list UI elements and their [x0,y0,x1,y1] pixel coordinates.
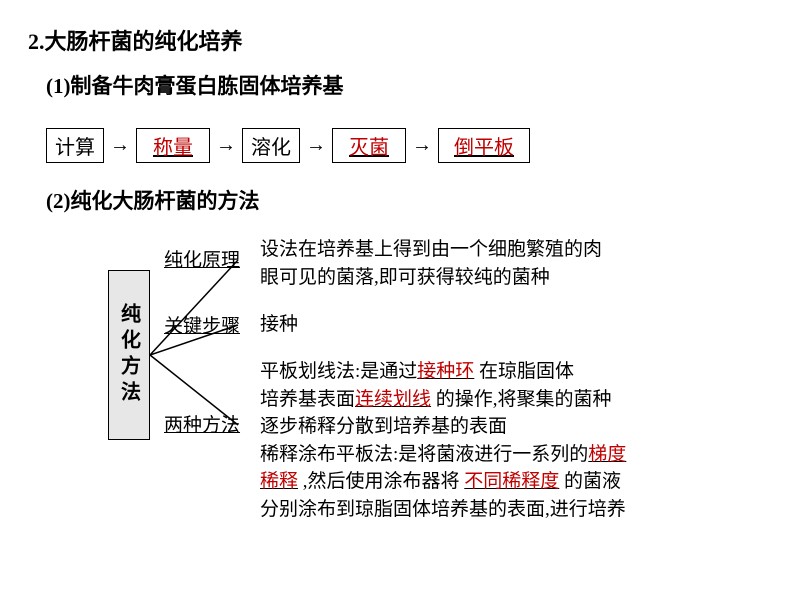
method-box: 纯化方法 [108,270,150,440]
flow-step-4-text: 灭菌 [349,137,389,159]
b1-line2: 眼可见的菌落,即可获得较纯的菌种 [260,267,550,288]
branch2-desc: 接种 [260,311,298,339]
flow-step-2-text: 称量 [153,137,193,159]
b2-text: 接种 [260,314,298,335]
b3-l5-red1: 稀释 [260,471,298,492]
b3-l1a: 平板划线法:是通过 [260,361,417,382]
branch3-desc: 平板划线法:是通过接种环 在琼脂固体 培养基表面连续划线 的操作,将聚集的菌种 … [260,358,626,523]
b3-l1b: 在琼脂固体 [474,361,574,382]
flow-step-3: 溶化 [242,128,300,163]
section1-heading: (1)制备牛肉膏蛋白胨固体培养基 [46,70,344,100]
flow-step-5: 倒平板 [438,128,530,163]
b3-l4-red: 梯度 [588,444,626,465]
flow-step-5-text: 倒平板 [454,137,514,159]
flow-step-2: 称量 [136,128,210,163]
arrow-icon: → [300,134,332,157]
arrow-icon: → [210,134,242,157]
page-title: 2.大肠杆菌的纯化培养 [28,24,243,56]
arrow-icon: → [104,134,136,157]
section2-heading: (2)纯化大肠杆菌的方法 [46,185,260,215]
arrow-icon: → [406,134,438,157]
flow-step-4: 灭菌 [332,128,406,163]
branch3-label: 两种方法 [164,410,240,437]
flow-steps: 计算 → 称量 → 溶化 → 灭菌 → 倒平板 [46,128,530,163]
b3-l5-red2: 不同稀释度 [464,471,559,492]
b3-l1-red: 接种环 [417,361,474,382]
b3-l2a: 培养基表面 [260,389,355,410]
b3-l3: 逐步稀释分散到培养基的表面 [260,416,507,437]
branch1-label: 纯化原理 [164,245,240,272]
b3-l2-red: 连续划线 [355,389,431,410]
b3-l5b: 的菌液 [559,471,621,492]
b3-l4a: 稀释涂布平板法:是将菌液进行一系列的 [260,444,588,465]
branch2-label: 关键步骤 [164,311,240,338]
branch1-desc: 设法在培养基上得到由一个细胞繁殖的肉 眼可见的菌落,即可获得较纯的菌种 [260,236,602,291]
b3-l6: 分别涂布到琼脂固体培养基的表面,进行培养 [260,499,626,520]
flow-step-1: 计算 [46,128,104,163]
b3-l2b: 的操作,将聚集的菌种 [431,389,612,410]
b3-l5a: ,然后使用涂布器将 [298,471,464,492]
b1-line1: 设法在培养基上得到由一个细胞繁殖的肉 [260,239,602,260]
